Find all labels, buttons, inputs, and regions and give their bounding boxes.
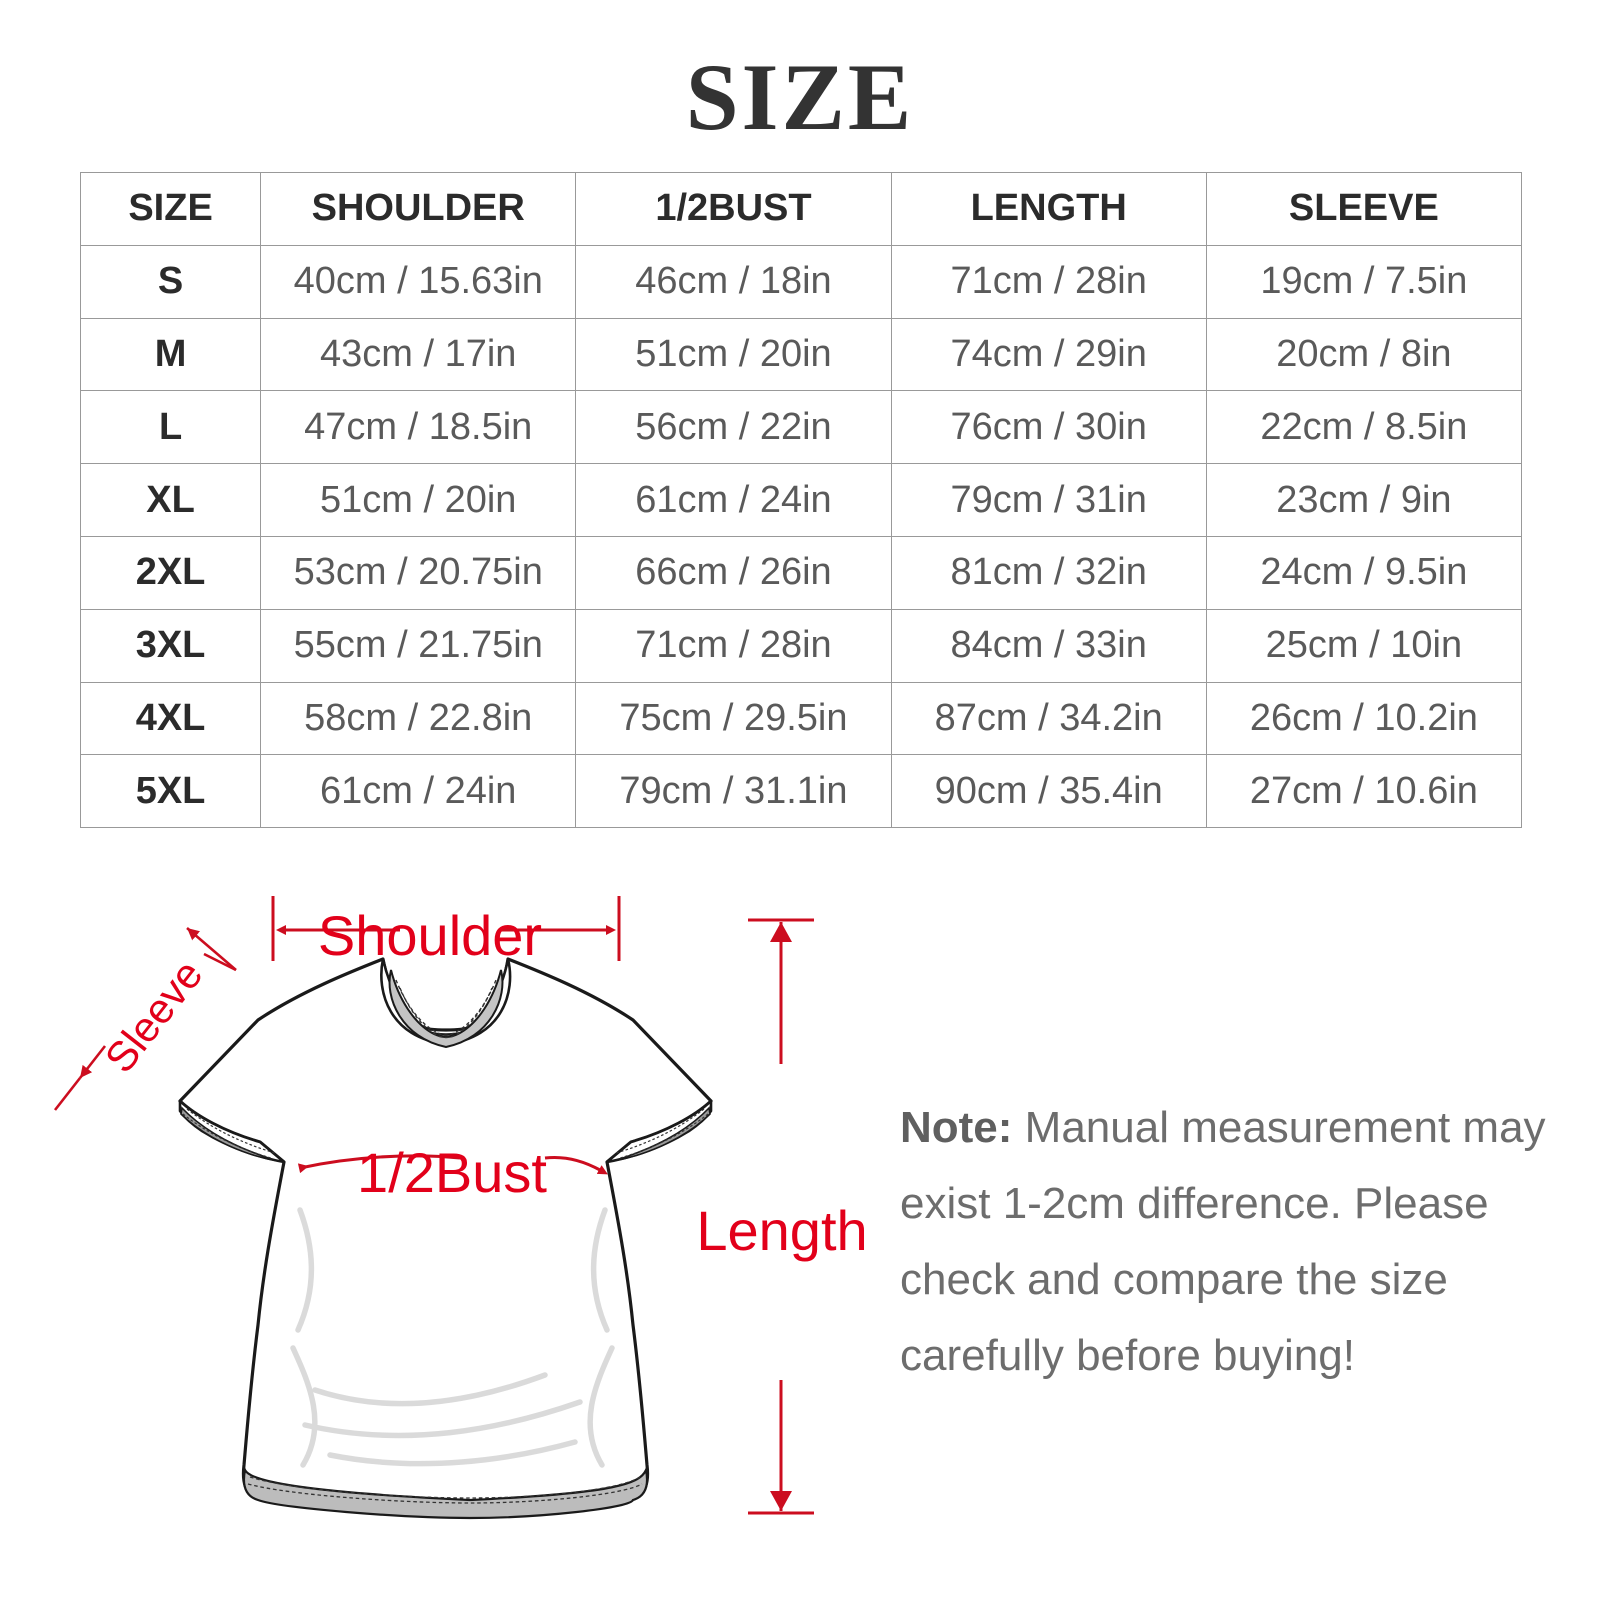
svg-text:1/2Bust: 1/2Bust [357,1141,547,1204]
svg-text:Shoulder: Shoulder [318,904,542,967]
svg-text:Length: Length [696,1199,867,1262]
svg-text:Sleeve: Sleeve [96,951,212,1081]
